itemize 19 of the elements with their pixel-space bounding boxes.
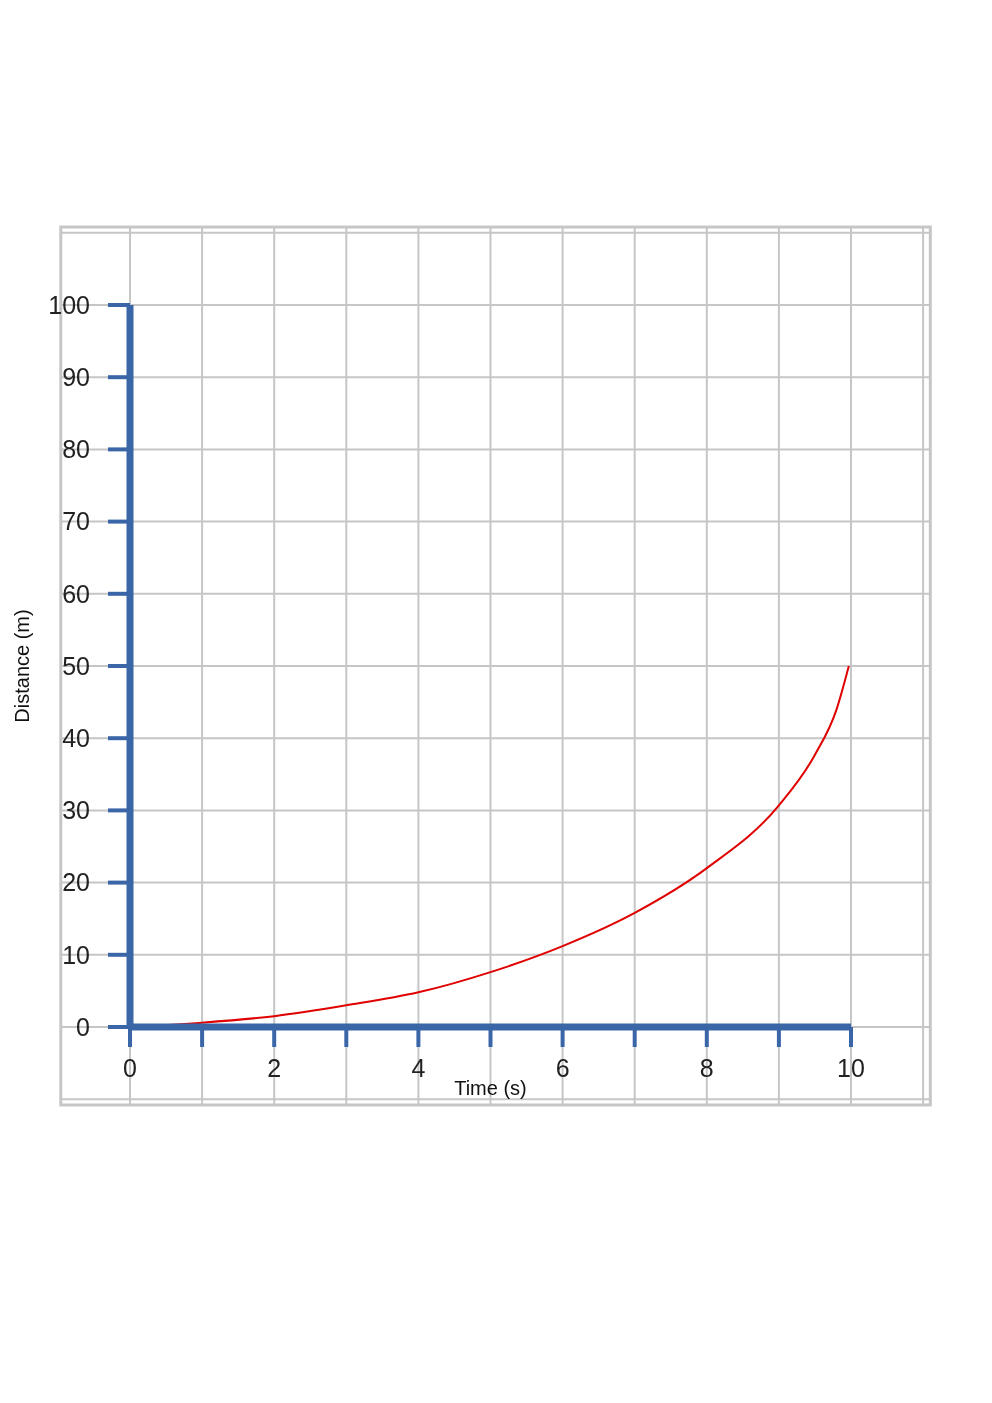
y-tick-label: 100	[48, 290, 90, 319]
y-tick-label: 80	[62, 435, 90, 464]
y-tick-label: 90	[62, 363, 90, 392]
y-axis-title: Distance (m)	[11, 609, 34, 723]
x-tick-label: 2	[267, 1053, 282, 1082]
x-tick-label: 4	[411, 1053, 426, 1082]
x-tick-label: 0	[123, 1053, 137, 1082]
y-tick-label: 50	[62, 651, 90, 680]
x-tick-label: 10	[837, 1053, 865, 1082]
y-tick-label: 0	[76, 1012, 90, 1041]
y-tick-label: 60	[62, 579, 90, 608]
y-tick-label: 10	[62, 940, 90, 969]
x-axis-title: Time (s)	[454, 1077, 527, 1099]
x-tick-label: 6	[555, 1053, 570, 1082]
x-tick-label: 8	[699, 1053, 714, 1082]
y-tick-label: 20	[62, 868, 90, 897]
y-tick-label: 70	[62, 507, 90, 536]
y-tick-label: 40	[62, 724, 90, 753]
y-tick-label: 30	[62, 796, 90, 825]
